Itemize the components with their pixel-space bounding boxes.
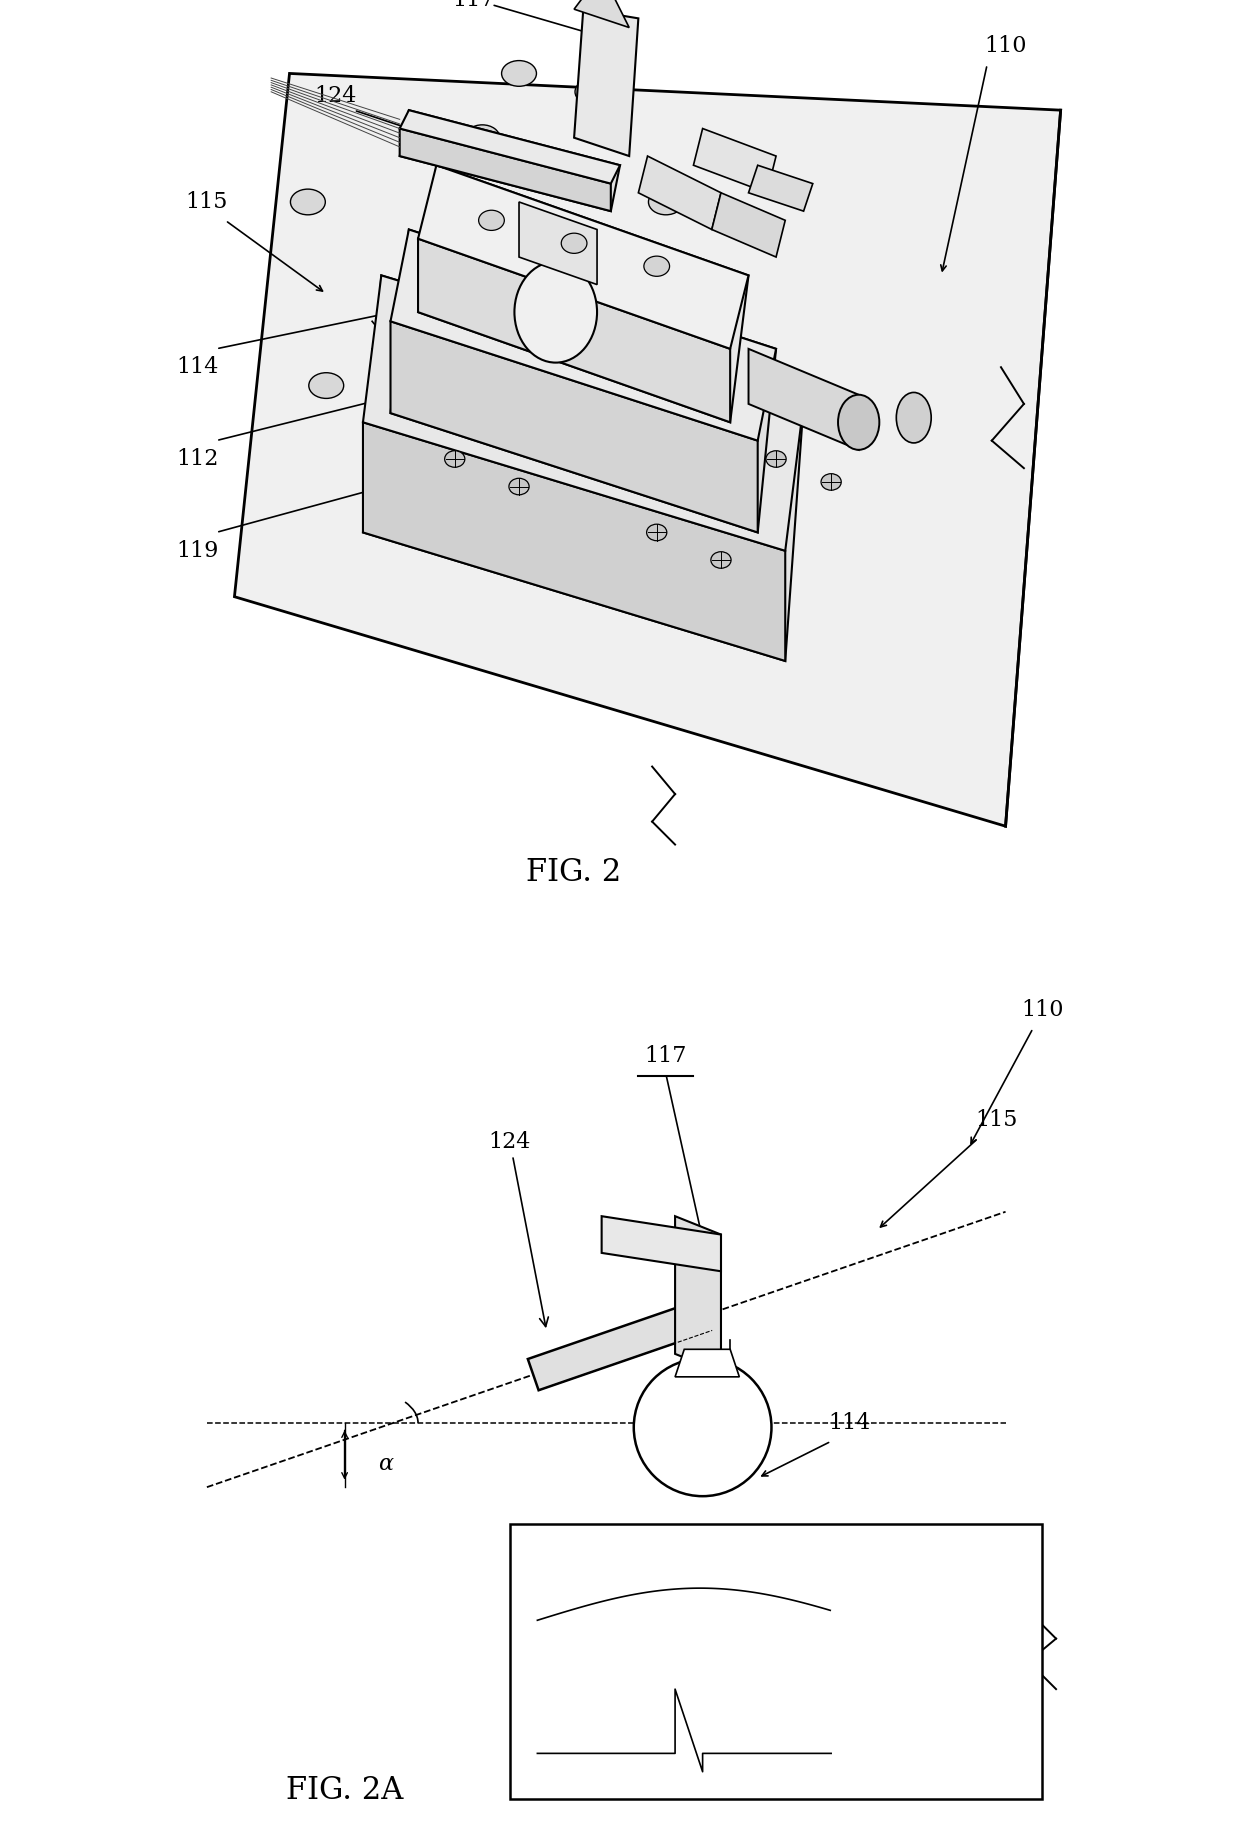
Ellipse shape: [575, 79, 610, 105]
Text: 112: 112: [176, 448, 219, 470]
Polygon shape: [574, 9, 639, 156]
Ellipse shape: [515, 261, 596, 362]
Ellipse shape: [897, 393, 931, 442]
Text: 119: 119: [176, 540, 219, 562]
Ellipse shape: [646, 525, 667, 540]
Ellipse shape: [309, 373, 343, 398]
Ellipse shape: [562, 233, 587, 253]
Ellipse shape: [821, 474, 841, 490]
Text: 114: 114: [176, 356, 219, 378]
Text: FIG. 2A: FIG. 2A: [286, 1775, 403, 1805]
Polygon shape: [601, 1215, 720, 1271]
Polygon shape: [693, 129, 776, 193]
Polygon shape: [749, 349, 858, 450]
Ellipse shape: [644, 255, 670, 275]
Text: 115: 115: [975, 1109, 1018, 1131]
Text: 124: 124: [314, 86, 357, 106]
Polygon shape: [574, 0, 629, 28]
Polygon shape: [418, 165, 749, 349]
Polygon shape: [675, 1215, 720, 1371]
Text: 119: 119: [618, 1568, 660, 1590]
Text: 117: 117: [645, 1045, 687, 1067]
Text: 110: 110: [985, 35, 1027, 57]
Ellipse shape: [290, 189, 325, 215]
Polygon shape: [418, 239, 730, 422]
Ellipse shape: [649, 189, 683, 215]
Text: FIG. 2: FIG. 2: [527, 857, 621, 887]
Text: 114: 114: [828, 1412, 870, 1434]
Polygon shape: [510, 1524, 1043, 1799]
Ellipse shape: [508, 477, 529, 494]
Polygon shape: [712, 193, 785, 257]
Polygon shape: [749, 165, 812, 211]
Ellipse shape: [465, 125, 500, 151]
Polygon shape: [528, 1300, 712, 1390]
Text: 115: 115: [186, 191, 228, 213]
Ellipse shape: [711, 551, 732, 567]
Polygon shape: [391, 230, 776, 532]
Polygon shape: [418, 165, 749, 422]
Polygon shape: [363, 275, 804, 551]
Text: 110: 110: [1021, 999, 1064, 1021]
Polygon shape: [391, 321, 758, 532]
Text: 124: 124: [489, 1131, 548, 1327]
Ellipse shape: [838, 395, 879, 450]
Polygon shape: [639, 156, 720, 230]
Polygon shape: [399, 110, 620, 184]
Polygon shape: [675, 1349, 739, 1377]
Polygon shape: [520, 202, 596, 285]
Polygon shape: [399, 110, 620, 211]
Circle shape: [634, 1359, 771, 1496]
Text: 112: 112: [526, 1715, 568, 1737]
Polygon shape: [234, 73, 1060, 826]
Polygon shape: [363, 422, 785, 661]
Text: α: α: [378, 1454, 393, 1474]
Ellipse shape: [501, 61, 537, 86]
Ellipse shape: [445, 450, 465, 466]
Ellipse shape: [766, 450, 786, 466]
Text: 117: 117: [451, 0, 495, 11]
Polygon shape: [391, 230, 776, 441]
Polygon shape: [363, 275, 804, 661]
Ellipse shape: [577, 551, 627, 588]
Ellipse shape: [479, 209, 505, 230]
Polygon shape: [399, 129, 611, 211]
